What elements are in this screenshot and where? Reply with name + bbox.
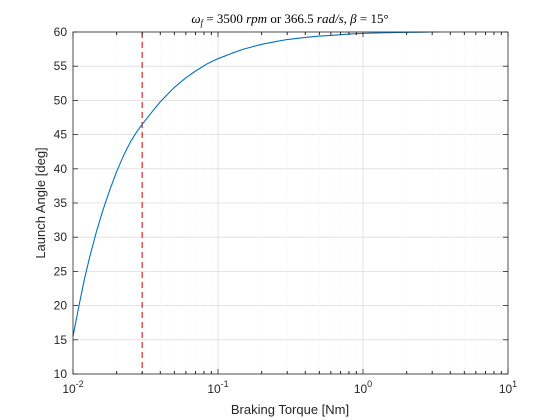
x-tick-label-base: 10 (62, 382, 76, 396)
y-tick-label: 30 (54, 230, 68, 244)
x-tick-label-exponent: 0 (367, 379, 372, 389)
y-tick-label: 60 (54, 25, 68, 39)
title-equals: = 3500 (203, 11, 246, 26)
x-tick-label-base: 10 (207, 382, 221, 396)
x-tick-labels: 10-2 10-1 100 101 (62, 379, 517, 396)
chart-title: ωf = 3500 rpm or 366.5 rad/s, β = 15° (191, 11, 388, 28)
y-axis-label: Launch Angle [deg] (33, 147, 48, 258)
y-tick-label: 10 (54, 367, 68, 381)
y-tick-label: 50 (54, 93, 68, 107)
x-tick-label: 100 (354, 379, 372, 396)
x-tick-label-base: 10 (499, 382, 513, 396)
tick-marks (72, 31, 509, 375)
x-tick-label-exponent: 1 (512, 379, 517, 389)
x-tick-label-exponent: -2 (76, 379, 84, 389)
title-rads-unit: rad/s (317, 11, 344, 26)
x-tick-label: 101 (499, 379, 517, 396)
x-tick-label: 10-1 (207, 379, 228, 396)
y-tick-label: 45 (54, 128, 68, 142)
title-omega: ω (191, 11, 200, 26)
x-tick-label-base: 10 (354, 382, 368, 396)
y-tick-label: 55 (54, 59, 68, 73)
x-tick-label-exponent: -1 (221, 379, 229, 389)
grid-lines (72, 31, 509, 375)
title-omega-subscript: f (201, 18, 205, 28)
y-tick-labels: 10 15 20 25 30 35 40 45 50 55 60 (54, 25, 68, 381)
title-separator: , (344, 11, 351, 26)
title-beta: β (349, 11, 357, 26)
x-axis-label: Braking Torque [Nm] (231, 402, 349, 417)
title-rpm-unit: rpm (246, 11, 267, 26)
y-tick-label: 25 (54, 264, 68, 278)
title-beta-value: = 15° (357, 11, 389, 26)
y-tick-label: 20 (54, 299, 68, 313)
title-or: or 366.5 (267, 11, 317, 26)
y-tick-label: 15 (54, 333, 68, 347)
y-tick-label: 40 (54, 162, 68, 176)
x-tick-label: 10-2 (62, 379, 83, 396)
y-tick-label: 35 (54, 196, 68, 210)
